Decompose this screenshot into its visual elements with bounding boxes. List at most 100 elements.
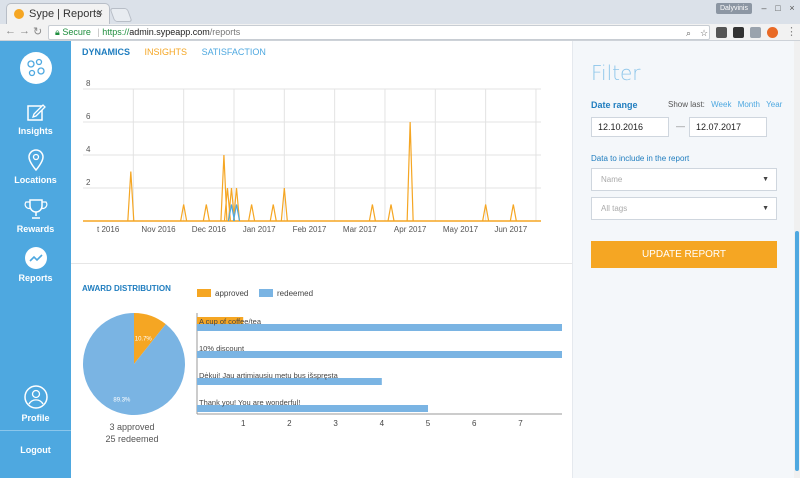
insights-spike <box>127 171 135 222</box>
x-tick-label: t 2016 <box>97 225 120 234</box>
x-tick-label: Dec 2016 <box>192 225 227 234</box>
sidebar-item-insights[interactable]: Insights <box>0 102 71 136</box>
tab-insights[interactable]: INSIGHTS <box>144 47 188 57</box>
insights-spike <box>248 204 256 222</box>
satisfaction-spike <box>227 204 236 222</box>
award-bar-chart: approved redeemed 1 2 3 4 5 6 7 A cup of coffee/t… <box>196 289 562 428</box>
scrollbar-thumb[interactable] <box>795 231 799 471</box>
sidebar-item-label: Reports <box>18 273 53 283</box>
bar-x-tick-label: 4 <box>380 419 385 428</box>
x-tick-label: Apr 2017 <box>394 225 427 234</box>
caret-down-icon: ▼ <box>762 176 769 183</box>
qr-extension-icon[interactable] <box>733 27 744 38</box>
filter-title: Filter <box>591 61 641 85</box>
address-bar[interactable]: 🔒︎ Secure | https://admin.sypeapp.com/re… <box>48 25 710 40</box>
app-sidebar: Insights Locations Rewards Reports Profi… <box>0 41 71 478</box>
secure-label: Secure <box>62 27 91 37</box>
back-icon[interactable]: ← <box>5 25 16 37</box>
y-tick-label: 8 <box>86 79 91 88</box>
y-tick-label: 2 <box>86 178 91 187</box>
insights-spike <box>280 187 288 222</box>
sidebar-item-rewards[interactable]: Rewards <box>0 198 71 234</box>
bar-approved <box>197 317 244 324</box>
menu-icon[interactable]: ⋮ <box>786 26 797 38</box>
close-tab-icon[interactable]: × <box>96 7 103 19</box>
window-close-icon[interactable]: × <box>789 3 795 13</box>
page-scrollbar[interactable] <box>794 41 800 478</box>
insights-spike <box>180 204 188 222</box>
stop-extension-icon[interactable] <box>767 27 778 38</box>
forward-icon[interactable]: → <box>19 25 30 37</box>
bar-redeemed <box>197 378 382 385</box>
sidebar-item-label: Rewards <box>16 224 55 234</box>
bar-x-tick-label: 6 <box>472 419 477 428</box>
bar-x-tick-label: 3 <box>333 419 338 428</box>
insights-spike <box>269 204 277 222</box>
tab-dynamics[interactable]: DYNAMICS <box>82 47 131 57</box>
logout-button[interactable]: Logout <box>0 445 71 455</box>
award-distribution-title: AWARD DISTRIBUTION <box>82 284 171 293</box>
report-tabs: DYNAMICS INSIGHTS SATISFACTION <box>82 47 278 57</box>
x-tick-label: Feb 2017 <box>293 225 327 234</box>
insights-spike <box>227 187 236 222</box>
show-last-label: Show last: <box>668 100 705 109</box>
minimize-icon[interactable]: – <box>761 3 767 13</box>
show-last-week-link[interactable]: Week <box>711 100 732 109</box>
x-tick-label: Nov 2016 <box>141 225 176 234</box>
y-tick-label: 4 <box>86 145 91 154</box>
bar-x-tick-label: 7 <box>518 419 523 428</box>
insights-spike <box>368 204 376 222</box>
approved-count: 3 approved <box>109 422 155 432</box>
name-select-placeholder: Name <box>601 175 623 184</box>
satisfaction-spike <box>232 204 241 222</box>
reload-icon[interactable]: ↻ <box>33 26 43 38</box>
insights-spike <box>482 204 490 222</box>
legend-label-redeemed: redeemed <box>277 289 313 298</box>
shield-extension-icon[interactable] <box>716 27 727 38</box>
show-last-month-link[interactable]: Month <box>737 100 760 109</box>
date-range-label: Date range <box>591 100 638 110</box>
reports-main: DYNAMICS INSIGHTS SATISFACTION 2 4 6 8 t 201… <box>71 41 572 478</box>
url-host: admin.sypeapp.com <box>129 27 210 37</box>
bar-redeemed <box>197 405 429 412</box>
date-from-input[interactable]: 12.10.2016 <box>591 117 669 137</box>
browser-tab[interactable]: Sype | Reports × <box>6 3 110 24</box>
extension-icon[interactable] <box>750 27 761 38</box>
logout-label: Logout <box>20 445 51 455</box>
sype-logo[interactable] <box>20 52 52 84</box>
date-separator: — <box>676 121 685 131</box>
zoom-icon[interactable]: ⌕ <box>686 28 692 38</box>
map-pin-icon <box>27 149 44 171</box>
sidebar-item-label: Locations <box>14 175 57 185</box>
update-report-button[interactable]: UPDATE REPORT <box>591 241 777 268</box>
sidebar-item-profile[interactable]: Profile <box>0 385 71 423</box>
sidebar-item-locations[interactable]: Locations <box>0 149 71 185</box>
maximize-icon[interactable]: □ <box>775 3 781 13</box>
tags-select[interactable]: All tags ▼ <box>591 197 777 220</box>
sidebar-item-reports[interactable]: Reports <box>0 247 71 283</box>
sidebar-item-label: Insights <box>18 126 53 136</box>
lock-icon: 🔒︎ <box>55 27 60 37</box>
bar-redeemed <box>197 324 562 331</box>
insights-spike <box>202 204 210 222</box>
award-pie-chart: 10.7% 89.3% <box>83 313 185 415</box>
new-tab-button[interactable] <box>109 8 133 22</box>
bar-category-label: Thank you! You are wonderful! <box>199 398 300 407</box>
x-tick-label: Jan 2017 <box>243 225 276 234</box>
show-last-links: Show last: Week Month Year <box>668 100 782 109</box>
bar-category-label: 10% discount <box>199 344 245 353</box>
browser-navbar: ← → ↻ 🔒︎ Secure | https://admin.sypeapp.… <box>0 24 800 41</box>
url-scheme: https:// <box>102 27 130 37</box>
legend-swatch-redeemed <box>259 289 273 297</box>
bookmark-star-icon[interactable]: ☆ <box>700 28 709 38</box>
name-select[interactable]: Name ▼ <box>591 168 777 191</box>
sidebar-item-label: Profile <box>21 413 50 423</box>
date-to-input[interactable]: 12.07.2017 <box>689 117 767 137</box>
filter-panel: Filter Date range Show last: Week Month … <box>572 41 794 478</box>
profile-badge[interactable]: Dalyvinis <box>716 3 752 14</box>
include-data-label: Data to include in the report <box>591 154 690 163</box>
show-last-year-link[interactable]: Year <box>766 100 783 109</box>
legend-label-approved: approved <box>215 289 248 298</box>
tab-satisfaction[interactable]: SATISFACTION <box>201 47 266 57</box>
section-divider <box>71 263 572 264</box>
